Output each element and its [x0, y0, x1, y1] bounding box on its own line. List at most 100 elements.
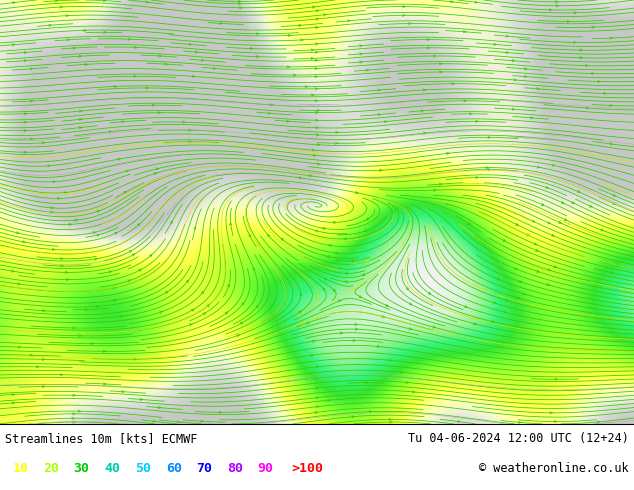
FancyArrowPatch shape [312, 149, 315, 151]
FancyArrowPatch shape [315, 75, 318, 78]
FancyArrowPatch shape [579, 49, 583, 51]
FancyArrowPatch shape [506, 35, 509, 37]
FancyArrowPatch shape [503, 239, 505, 241]
FancyArrowPatch shape [140, 398, 143, 400]
FancyArrowPatch shape [190, 324, 193, 326]
FancyArrowPatch shape [612, 194, 615, 196]
FancyArrowPatch shape [400, 371, 403, 373]
FancyArrowPatch shape [552, 234, 554, 236]
FancyArrowPatch shape [194, 313, 196, 315]
FancyArrowPatch shape [24, 129, 27, 132]
FancyArrowPatch shape [312, 340, 315, 343]
FancyArrowPatch shape [195, 51, 198, 53]
FancyArrowPatch shape [562, 201, 564, 203]
FancyArrowPatch shape [311, 354, 314, 356]
FancyArrowPatch shape [555, 378, 558, 380]
FancyArrowPatch shape [369, 411, 372, 413]
FancyArrowPatch shape [18, 283, 20, 285]
FancyArrowPatch shape [530, 117, 533, 119]
FancyArrowPatch shape [299, 24, 302, 26]
FancyArrowPatch shape [515, 268, 518, 270]
FancyArrowPatch shape [299, 177, 302, 179]
FancyArrowPatch shape [297, 323, 303, 325]
FancyArrowPatch shape [85, 63, 88, 66]
FancyArrowPatch shape [451, 0, 453, 3]
FancyArrowPatch shape [355, 323, 358, 325]
FancyArrowPatch shape [268, 235, 270, 237]
Text: >100: >100 [292, 463, 323, 475]
FancyArrowPatch shape [84, 29, 87, 31]
FancyArrowPatch shape [201, 292, 204, 294]
FancyArrowPatch shape [424, 89, 426, 91]
FancyArrowPatch shape [165, 63, 167, 65]
FancyArrowPatch shape [475, 1, 478, 3]
FancyArrowPatch shape [406, 381, 409, 384]
FancyArrowPatch shape [313, 6, 315, 8]
FancyArrowPatch shape [610, 143, 613, 145]
FancyArrowPatch shape [451, 83, 455, 85]
FancyArrowPatch shape [323, 288, 325, 291]
FancyArrowPatch shape [366, 382, 368, 384]
FancyArrowPatch shape [79, 110, 82, 112]
FancyArrowPatch shape [592, 26, 595, 28]
FancyArrowPatch shape [406, 287, 408, 290]
FancyArrowPatch shape [42, 358, 45, 361]
FancyArrowPatch shape [316, 406, 320, 408]
FancyArrowPatch shape [311, 57, 314, 60]
FancyArrowPatch shape [120, 316, 123, 318]
FancyArrowPatch shape [512, 212, 517, 215]
FancyArrowPatch shape [572, 201, 574, 203]
FancyArrowPatch shape [219, 411, 222, 414]
FancyArrowPatch shape [192, 75, 195, 77]
FancyArrowPatch shape [316, 18, 319, 20]
FancyArrowPatch shape [322, 227, 325, 230]
Text: 60: 60 [166, 463, 182, 475]
FancyArrowPatch shape [458, 420, 460, 422]
FancyArrowPatch shape [315, 412, 318, 414]
FancyArrowPatch shape [410, 303, 412, 305]
FancyArrowPatch shape [359, 53, 363, 55]
FancyArrowPatch shape [158, 55, 162, 57]
Text: 30: 30 [74, 463, 89, 475]
FancyArrowPatch shape [315, 68, 318, 70]
FancyArrowPatch shape [439, 71, 443, 73]
Text: 40: 40 [105, 463, 120, 475]
FancyArrowPatch shape [428, 292, 430, 294]
FancyArrowPatch shape [170, 221, 172, 224]
FancyArrowPatch shape [328, 245, 332, 246]
FancyArrowPatch shape [323, 14, 327, 16]
FancyArrowPatch shape [366, 69, 369, 72]
FancyArrowPatch shape [189, 43, 192, 46]
FancyArrowPatch shape [60, 373, 63, 376]
FancyArrowPatch shape [122, 121, 125, 123]
FancyArrowPatch shape [313, 154, 316, 156]
FancyArrowPatch shape [160, 311, 163, 313]
FancyArrowPatch shape [546, 186, 549, 188]
FancyArrowPatch shape [316, 10, 319, 12]
FancyArrowPatch shape [64, 192, 67, 194]
FancyArrowPatch shape [117, 158, 120, 160]
FancyArrowPatch shape [111, 258, 113, 260]
FancyArrowPatch shape [539, 268, 545, 270]
FancyArrowPatch shape [203, 313, 205, 315]
FancyArrowPatch shape [315, 99, 318, 102]
FancyArrowPatch shape [24, 51, 27, 53]
FancyArrowPatch shape [463, 99, 467, 102]
FancyArrowPatch shape [103, 350, 106, 352]
FancyArrowPatch shape [514, 79, 517, 81]
FancyArrowPatch shape [55, 0, 58, 2]
FancyArrowPatch shape [541, 203, 544, 205]
FancyArrowPatch shape [390, 421, 392, 423]
FancyArrowPatch shape [536, 249, 539, 251]
FancyArrowPatch shape [446, 152, 450, 154]
FancyArrowPatch shape [256, 55, 259, 58]
FancyArrowPatch shape [96, 305, 99, 308]
FancyArrowPatch shape [268, 112, 271, 114]
FancyArrowPatch shape [353, 340, 356, 342]
Text: Streamlines 10m [kts] ECMWF: Streamlines 10m [kts] ECMWF [5, 432, 197, 445]
FancyArrowPatch shape [519, 421, 521, 423]
FancyArrowPatch shape [359, 45, 363, 47]
FancyArrowPatch shape [66, 15, 69, 17]
Text: 80: 80 [227, 463, 243, 475]
FancyArrowPatch shape [604, 92, 607, 95]
